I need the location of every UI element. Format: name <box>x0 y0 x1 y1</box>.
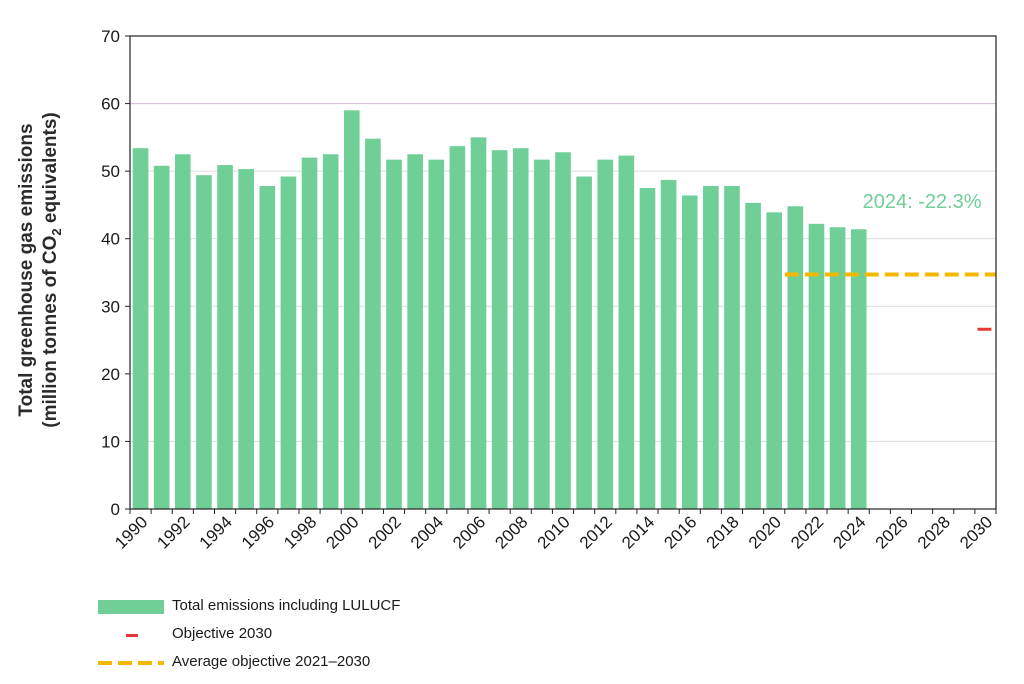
bar-2013 <box>618 155 635 509</box>
legend-label: Average objective 2021–2030 <box>172 653 371 670</box>
x-tick-label-2030: 2030 <box>956 512 996 552</box>
legend-label: Total emissions including LULUCF <box>172 597 401 614</box>
bar-2001 <box>365 138 381 510</box>
bar-2004 <box>428 159 445 510</box>
x-tick-label-2004: 2004 <box>407 512 447 552</box>
x-tick-label-1996: 1996 <box>238 512 278 552</box>
bar-2000 <box>343 110 360 509</box>
y-axis-title-line2: (million tonnes of CO2 equivalents) <box>40 112 64 428</box>
x-tick-label-1994: 1994 <box>196 512 236 552</box>
bar-1997 <box>280 176 297 509</box>
y-tick-label-30: 30 <box>101 297 120 316</box>
legend-label: Objective 2030 <box>172 625 273 642</box>
plot-frame <box>129 35 997 510</box>
x-tick-label-2010: 2010 <box>534 512 574 552</box>
annotation-label: 2024: -22.3% <box>863 191 982 213</box>
y-tick-label-60: 60 <box>101 95 120 114</box>
bar-2007 <box>491 150 508 509</box>
x-tick-label-2020: 2020 <box>745 512 785 552</box>
x-tick-label-2006: 2006 <box>449 512 489 552</box>
x-tick-label-2008: 2008 <box>491 512 531 552</box>
bar-2011 <box>576 176 592 509</box>
y-tick-label-10: 10 <box>101 432 120 451</box>
y-tick-label-70: 70 <box>101 27 120 46</box>
bar-series <box>132 110 867 510</box>
bar-2022 <box>808 223 825 509</box>
bar-2024 <box>850 229 867 510</box>
x-tick-label-2014: 2014 <box>618 512 658 552</box>
bar-1999 <box>322 154 339 509</box>
bar-2006 <box>470 137 487 509</box>
bar-2017 <box>703 186 719 509</box>
bar-2014 <box>639 188 656 510</box>
x-tick-label-2000: 2000 <box>322 512 362 552</box>
bar-2012 <box>597 159 614 510</box>
y-tick-label-40: 40 <box>101 230 120 249</box>
y-tick-label-50: 50 <box>101 162 120 181</box>
bar-1995 <box>238 169 254 509</box>
x-tick-label-2026: 2026 <box>872 512 912 552</box>
legend-swatch-red-dash <box>126 634 138 637</box>
bar-2010 <box>555 152 571 510</box>
bar-2003 <box>407 154 423 509</box>
bar-1993 <box>196 175 212 509</box>
bar-1994 <box>217 165 233 509</box>
x-tick-label-2022: 2022 <box>787 512 827 552</box>
x-tick-label-2012: 2012 <box>576 512 616 552</box>
x-tick-label-2028: 2028 <box>914 512 954 552</box>
bar-2019 <box>745 202 761 509</box>
bar-2009 <box>534 159 550 510</box>
bar-2021 <box>787 206 804 509</box>
bar-2020 <box>766 212 783 509</box>
bar-1991 <box>153 165 170 510</box>
bar-2016 <box>681 195 698 509</box>
axes <box>125 35 997 514</box>
y-axis-title: Total greenhouse gas emissions (million … <box>16 112 64 428</box>
y-tick-label-20: 20 <box>101 365 120 384</box>
objective-markers <box>784 272 996 331</box>
y-tick-label-0: 0 <box>111 500 120 519</box>
bar-1992 <box>174 154 191 509</box>
bar-2018 <box>724 186 740 509</box>
bar-1996 <box>259 186 276 509</box>
bar-2023 <box>829 227 846 509</box>
x-tick-label-2002: 2002 <box>365 512 405 552</box>
bar-2008 <box>512 148 529 509</box>
x-tick-label-1992: 1992 <box>153 512 193 552</box>
legend-swatch-bar <box>98 600 164 614</box>
bar-2002 <box>386 159 402 510</box>
bar-1990 <box>132 148 149 509</box>
x-tick-label-2024: 2024 <box>829 512 869 552</box>
x-tick-labels: 1990 1992 1994 1996 1998 2000 2002 2004 2006 2008… <box>111 512 996 552</box>
bar-2005 <box>449 146 466 510</box>
legend-swatch-yellow-dashed <box>98 661 164 665</box>
x-tick-label-2018: 2018 <box>703 512 743 552</box>
x-tick-label-2016: 2016 <box>660 512 700 552</box>
y-tick-labels: 0 10 20 30 40 50 60 70 <box>101 27 120 519</box>
bar-1998 <box>301 157 318 509</box>
x-tick-label-1998: 1998 <box>280 512 320 552</box>
bar-2015 <box>660 179 677 510</box>
y-axis-title-line1: Total greenhouse gas emissions <box>16 123 37 416</box>
